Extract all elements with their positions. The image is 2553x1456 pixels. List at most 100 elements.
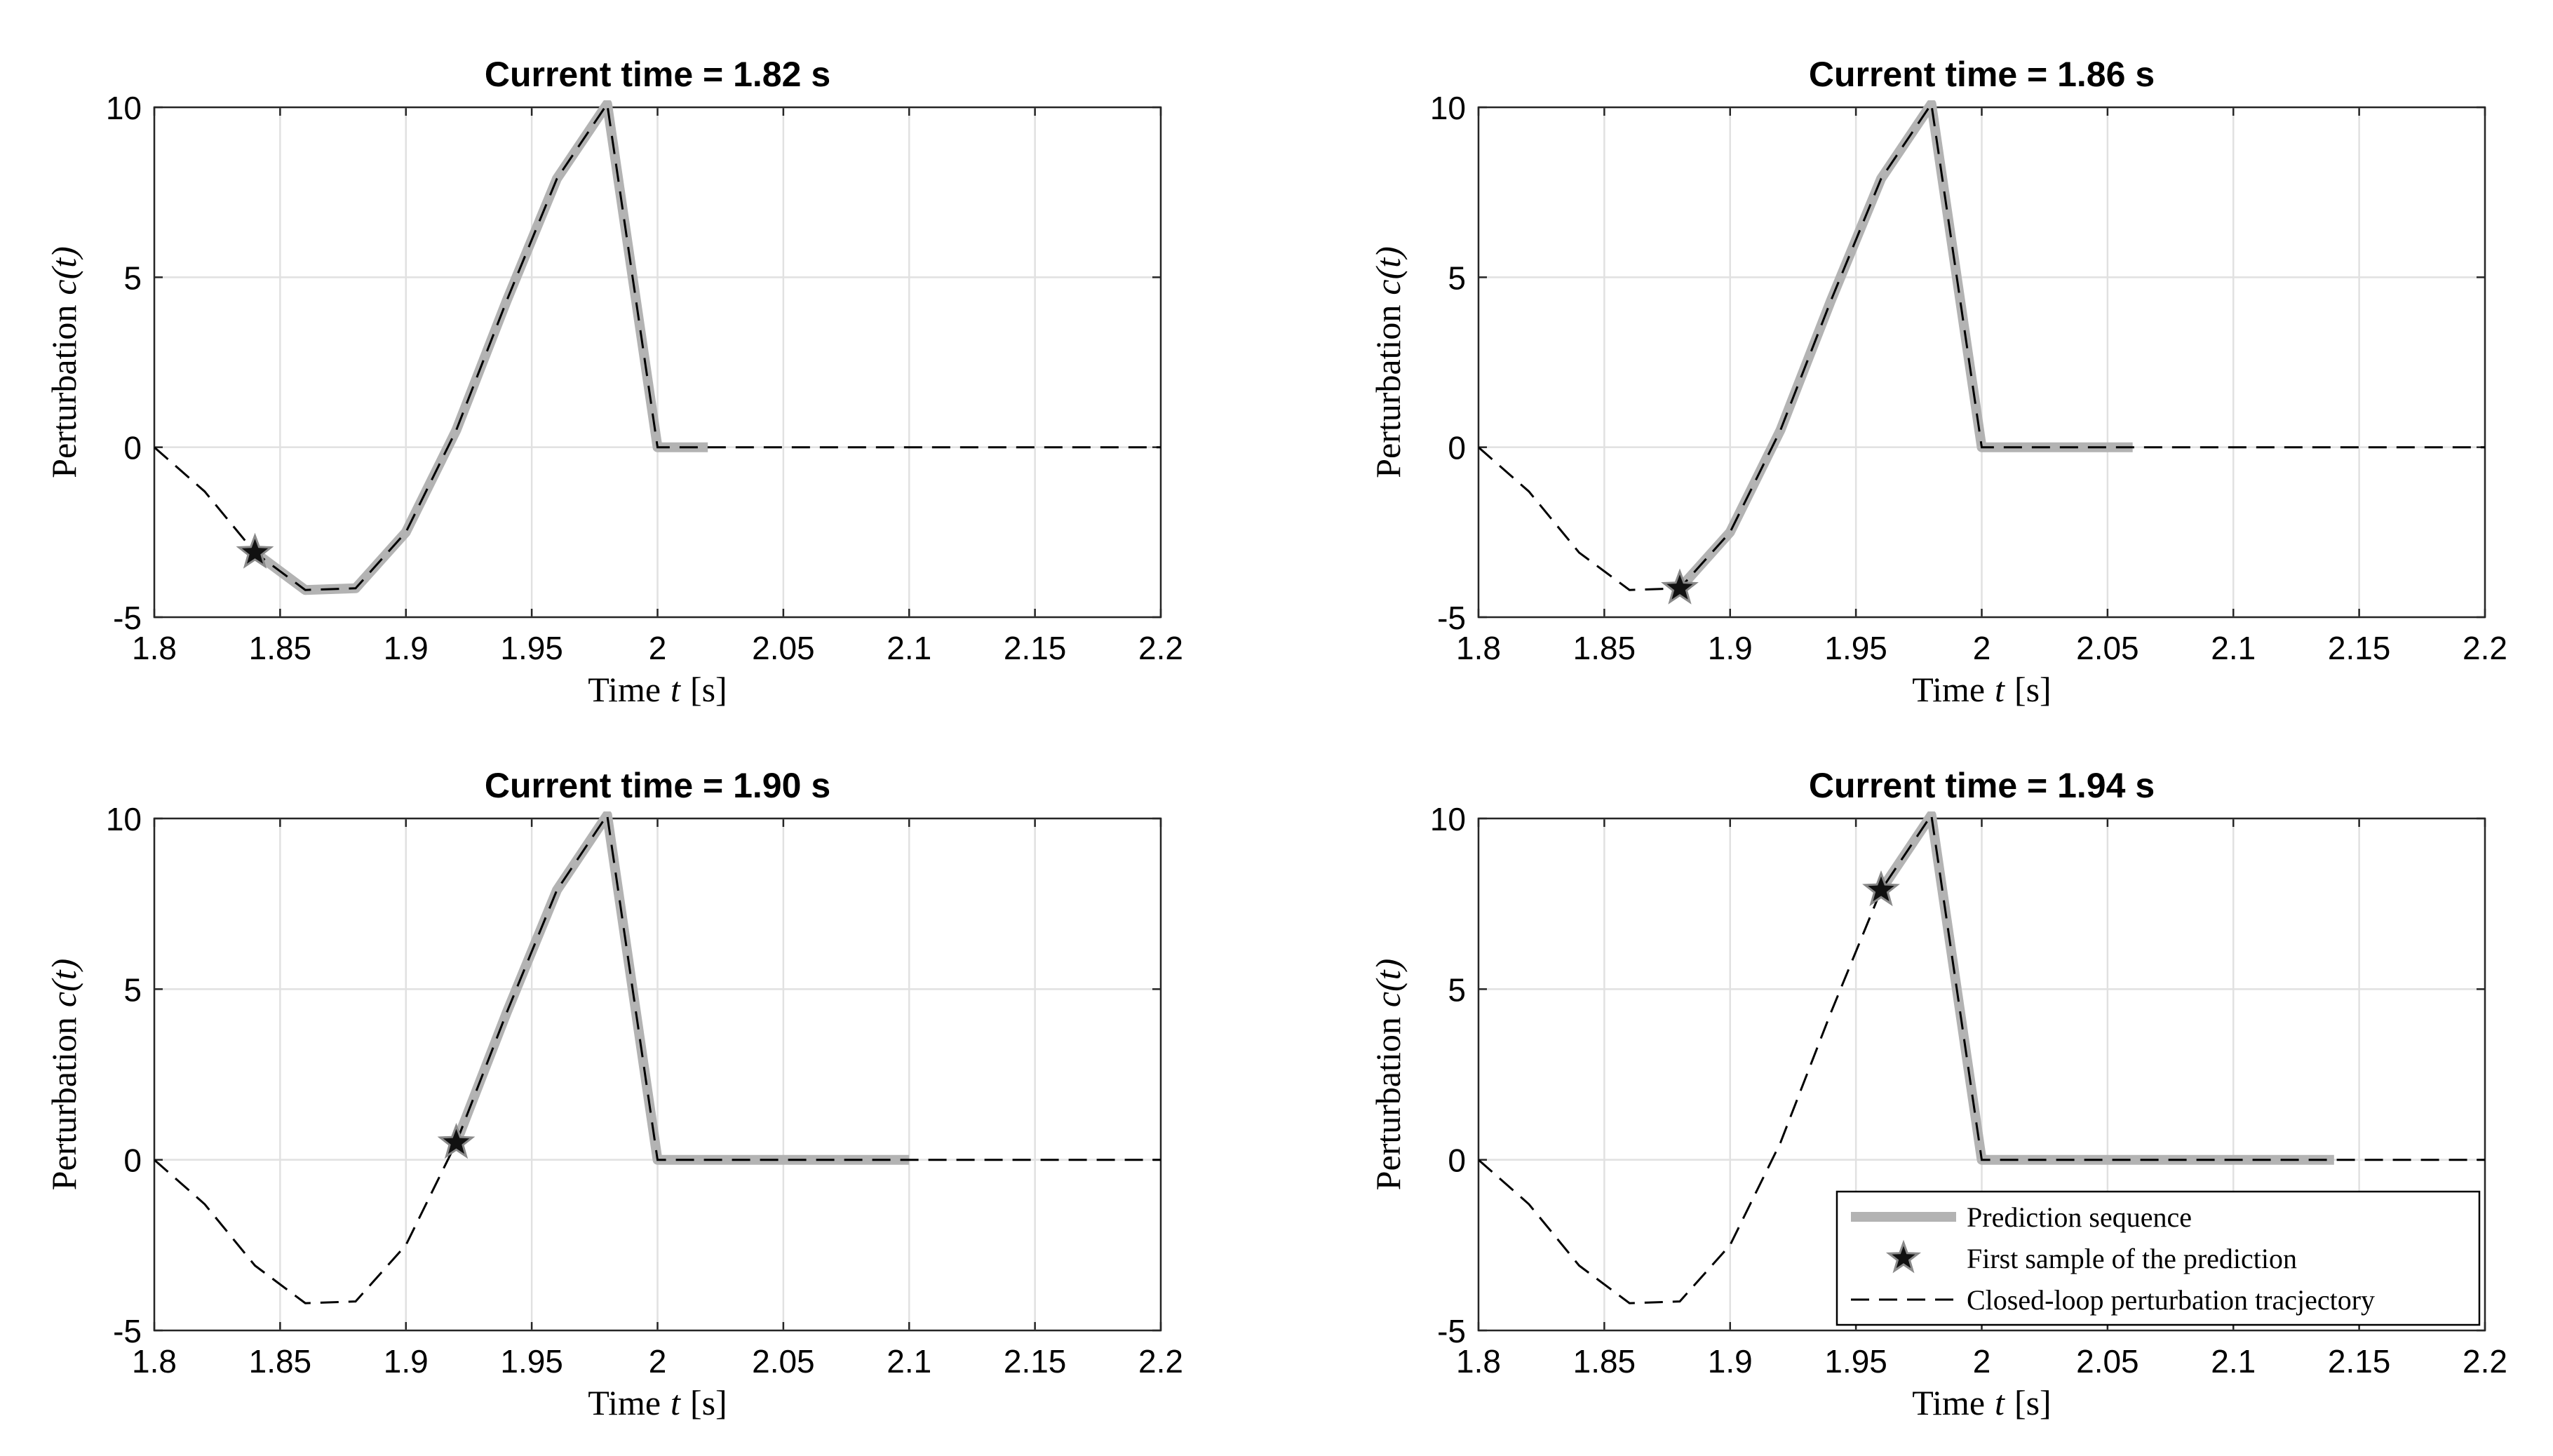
y-tick-label: 10: [1430, 90, 1466, 126]
x-tick-label: 2.1: [887, 630, 931, 666]
y-axis-label-var: c(t): [44, 246, 83, 295]
y-axis-label: Perturbation c(t): [1368, 959, 1408, 1191]
x-tick-label: 1.95: [500, 630, 563, 666]
prediction-sequence-line: [451, 811, 910, 1165]
x-tick-label: 2.1: [2211, 1343, 2256, 1380]
x-tick-label: 1.85: [1573, 630, 1636, 666]
x-tick-label: 1.8: [132, 630, 177, 666]
y-tick-label: -5: [113, 1313, 142, 1349]
x-axis-label-unit: [s]: [690, 670, 727, 709]
prediction-sequence-line: [1676, 100, 2133, 592]
x-axis-label-var: t: [1995, 1383, 2005, 1422]
y-tick-label: 5: [123, 259, 142, 296]
legend-entry-label: First sample of the prediction: [1967, 1243, 2297, 1274]
x-axis-label: Time t [s]: [588, 1383, 727, 1422]
axes-frame: [1477, 106, 2486, 619]
x-tick-label: 2: [1973, 630, 1991, 666]
y-tick-label: 5: [123, 971, 142, 1008]
plot-area: [1478, 100, 2485, 592]
y-tick-label: 0: [1448, 430, 1466, 466]
axes-frame: [153, 106, 1162, 619]
plot-area: [154, 100, 1161, 595]
prediction-sequence-line: [252, 100, 708, 595]
x-tick-label: 2: [649, 630, 667, 666]
y-axis-label: Perturbation c(t): [44, 959, 83, 1191]
x-tick-label: 2: [1973, 1343, 1991, 1380]
x-tick-label: 1.9: [384, 1343, 429, 1380]
x-tick-label: 1.9: [384, 630, 429, 666]
y-axis-label-var: c(t): [1368, 246, 1408, 295]
x-tick-label: 2.15: [2328, 1343, 2391, 1380]
x-axis-label-unit: [s]: [2014, 670, 2052, 709]
x-axis-label-unit: [s]: [2014, 1383, 2052, 1422]
x-tick-label: 2.2: [2463, 630, 2507, 666]
x-tick-label: 2.1: [2211, 630, 2256, 666]
x-tick-label: 2.05: [2076, 1343, 2139, 1380]
y-axis-label: Perturbation c(t): [1368, 246, 1408, 478]
x-tick-label: 2.2: [1138, 1343, 1183, 1380]
chart-panel-3: 1.8 1.85 1.9 1.95 2 2.05 2.1 2.15 2.2 -5 0 5 10 Curre…: [44, 766, 1183, 1422]
y-axis-label-name: Perturbation: [1368, 305, 1408, 478]
panel-title: Current time = 1.82 s: [485, 55, 830, 94]
x-tick-label: 1.9: [1708, 630, 1753, 666]
x-tick-label: 1.8: [132, 1343, 177, 1380]
x-tick-label: 2.15: [1004, 630, 1067, 666]
y-axis-label-name: Perturbation: [1368, 1017, 1408, 1190]
x-tick-label: 2.15: [1004, 1343, 1067, 1380]
legend-entry-label: Prediction sequence: [1967, 1201, 2192, 1233]
x-tick-label: 2.1: [887, 1343, 931, 1380]
x-axis-label: Time t [s]: [588, 670, 727, 709]
x-axis-label-name: Time: [588, 670, 661, 709]
plot-area: [154, 811, 1161, 1305]
chart-panel-2: 1.8 1.85 1.9 1.95 2 2.05 2.1 2.15 2.2 -5 0 5 10 Curre…: [1368, 55, 2507, 709]
x-axis-label-name: Time: [588, 1383, 661, 1422]
panel-title: Current time = 1.86 s: [1809, 55, 2155, 94]
y-tick-label: 10: [1430, 801, 1466, 837]
x-tick-label: 1.8: [1456, 1343, 1501, 1380]
first-sample-star-marker: [1862, 870, 1900, 907]
y-axis-label-var: c(t): [44, 959, 83, 1007]
x-tick-label: 2.05: [752, 630, 815, 666]
y-axis-label-name: Perturbation: [44, 305, 83, 478]
x-tick-label: 1.95: [1824, 1343, 1887, 1380]
x-axis-label-var: t: [671, 670, 681, 709]
y-tick-label: 10: [106, 90, 142, 126]
x-axis-label: Time t [s]: [1912, 1383, 2051, 1422]
x-axis-label-var: t: [1995, 670, 2005, 709]
x-tick-label: 2.05: [752, 1343, 815, 1380]
y-tick-label: 0: [123, 1142, 142, 1179]
x-axis-label-name: Time: [1912, 670, 1985, 709]
first-sample-star-marker: [1661, 568, 1699, 605]
x-tick-label: 1.95: [500, 1343, 563, 1380]
y-tick-label: -5: [1437, 1313, 1466, 1349]
x-tick-label: 1.95: [1824, 630, 1887, 666]
x-tick-label: 1.85: [249, 630, 312, 666]
x-axis-label-unit: [s]: [690, 1383, 727, 1422]
x-tick-label: 2.05: [2076, 630, 2139, 666]
x-tick-label: 1.8: [1456, 630, 1501, 666]
y-tick-label: -5: [1437, 600, 1466, 636]
x-tick-label: 1.85: [1573, 1343, 1636, 1380]
chart-panel-1: 1.8 1.85 1.9 1.95 2 2.05 2.1 2.15 2.2 -5 0 5 10 Curre…: [44, 55, 1183, 709]
y-tick-label: 0: [123, 430, 142, 466]
x-tick-label: 1.85: [249, 1343, 312, 1380]
panel-title: Current time = 1.94 s: [1809, 766, 2155, 805]
x-axis-label: Time t [s]: [1912, 670, 2051, 709]
legend-entry-label: Closed-loop perturbation tracjectory: [1967, 1284, 2375, 1316]
plot-area: [1478, 811, 2485, 1305]
y-tick-label: 5: [1448, 971, 1466, 1008]
legend: Prediction sequence First sample of the p…: [1835, 1190, 2481, 1326]
legend-star-swatch: [1885, 1239, 1922, 1274]
x-tick-label: 1.9: [1708, 1343, 1753, 1380]
x-axis-label-var: t: [671, 1383, 681, 1422]
y-tick-label: 5: [1448, 259, 1466, 296]
axes-frame: [153, 817, 1162, 1332]
y-tick-label: -5: [113, 600, 142, 636]
chart-panel-4: 1.8 1.85 1.9 1.95 2 2.05 2.1 2.15 2.2 -5 0 5 10 Curre…: [1368, 766, 2507, 1422]
first-sample-star-marker: [236, 532, 274, 569]
x-tick-label: 2.15: [2328, 630, 2391, 666]
x-tick-label: 2.2: [1138, 630, 1183, 666]
axes-frame: [1477, 817, 2486, 1332]
y-axis-label: Perturbation c(t): [44, 246, 83, 478]
